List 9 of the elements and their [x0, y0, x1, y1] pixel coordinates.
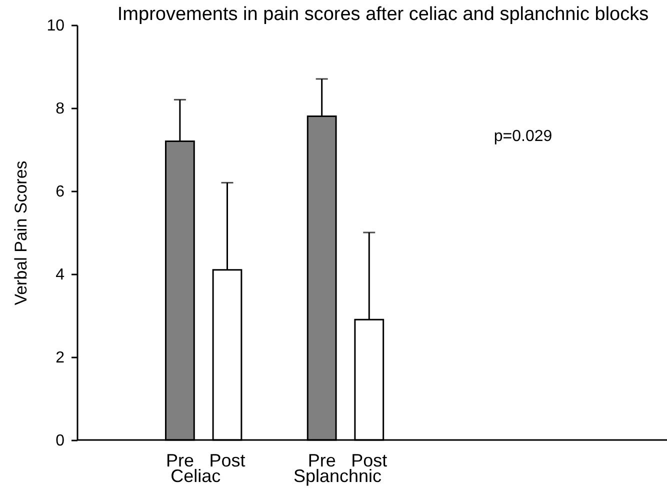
y-tick-label: 8 [56, 100, 65, 118]
y-tick-label: 6 [56, 184, 65, 200]
y-tick-label: 4 [56, 266, 65, 284]
text: p=0.029 [494, 128, 552, 145]
y-tick-label: 0 [56, 432, 65, 450]
y-axis-title: Verbal Pain Scores [12, 160, 31, 306]
y-tick-label: 10 [46, 18, 65, 34]
chart-title: Improvements in pain scores after celiac and splanchnic blocks [117, 4, 649, 25]
y-tick-label: 2 [56, 350, 65, 366]
